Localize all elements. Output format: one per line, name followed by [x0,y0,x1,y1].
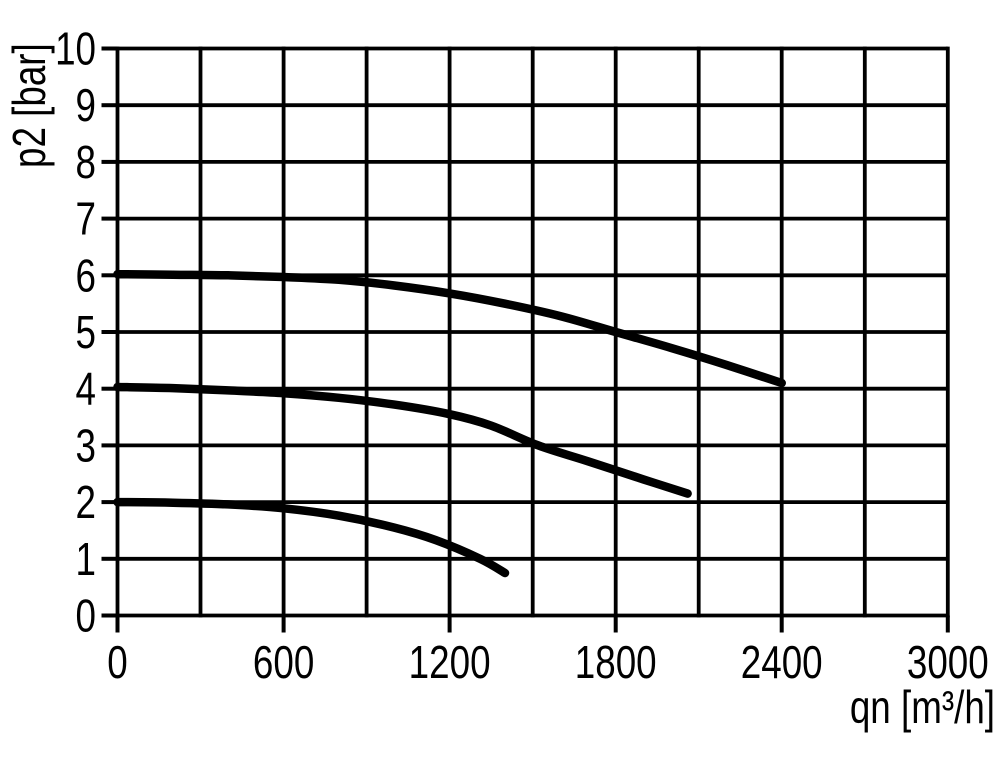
x-tick-label: 2400 [741,636,823,688]
y-tick-label: 1 [76,533,96,585]
y-tick-label: 5 [76,306,96,358]
y-tick-label: 6 [76,249,96,301]
series-curves [113,269,786,578]
y-tick-label: 3 [76,419,96,471]
x-tick-label: 600 [253,636,314,688]
series-curve-4-bar [113,382,692,498]
y-tick-label: 2 [76,476,96,528]
x-tick-label: 0 [107,636,127,688]
y-tick-label: 9 [76,79,96,131]
x-axis-label: qn [m³/h] [850,681,995,733]
grid [115,46,950,618]
y-tick-label: 0 [76,590,96,642]
series-curve-2-bar [113,497,510,578]
y-tick-label: 7 [76,193,96,245]
y-tick-label: 10 [55,23,96,75]
y-tick-label: 8 [76,136,96,188]
x-tick-label: 1200 [409,636,491,688]
y-tick-label: 4 [76,363,96,415]
y-axis-label: p2 [bar] [3,43,55,168]
x-tick-label: 3000 [907,636,989,688]
tick-marks [101,46,950,633]
x-tick-label: 1800 [575,636,657,688]
series-curve-6-bar [113,269,786,388]
